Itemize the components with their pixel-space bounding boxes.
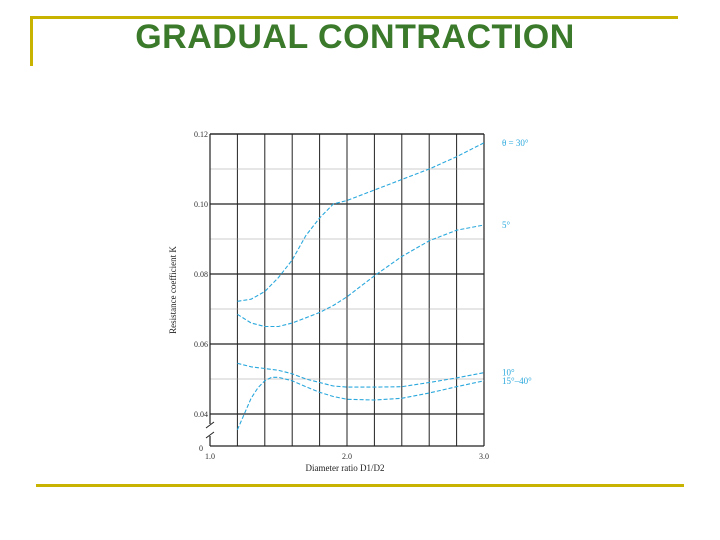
series-line-2	[237, 362, 485, 388]
axis-break-mark-1	[205, 421, 215, 429]
x-tick-label: 1.0	[205, 452, 215, 461]
series-label-3: 15°–40°	[502, 376, 532, 386]
slide-title: GRADUAL CONTRACTION	[135, 18, 575, 56]
series-label-0: θ = 30°	[502, 138, 529, 148]
x-axis-label: Diameter ratio D1/D2	[306, 463, 385, 473]
series-label-1: 5°	[502, 220, 511, 230]
frame-left-rule	[30, 16, 33, 66]
x-tick-label: 3.0	[479, 452, 489, 461]
y-tick-label: 0.10	[194, 200, 208, 209]
chart-series: θ = 30° 5° 10°15°–40°	[236, 138, 532, 431]
axis-break-mark-2	[205, 431, 215, 439]
frame-top-rule	[30, 16, 678, 19]
frame-bottom-rule	[36, 484, 684, 487]
x-tick-label: 2.0	[342, 452, 352, 461]
y-tick-label: 0.06	[194, 340, 208, 349]
origin-label: 0	[199, 444, 203, 453]
series-line-3	[236, 376, 485, 431]
series-line-0	[237, 142, 485, 302]
series-label-2: 10°	[502, 368, 515, 378]
chart-axes: 0.04 0.06 0.08 0.10 0.12 1.0 2.0 3.0	[194, 130, 489, 461]
y-tick-label: 0.08	[194, 270, 208, 279]
y-tick-label: 0.12	[194, 130, 208, 139]
y-tick-label: 0.04	[194, 410, 208, 419]
y-axis-label: Resistance coefficient K	[168, 246, 178, 334]
series-line-1	[237, 224, 485, 328]
